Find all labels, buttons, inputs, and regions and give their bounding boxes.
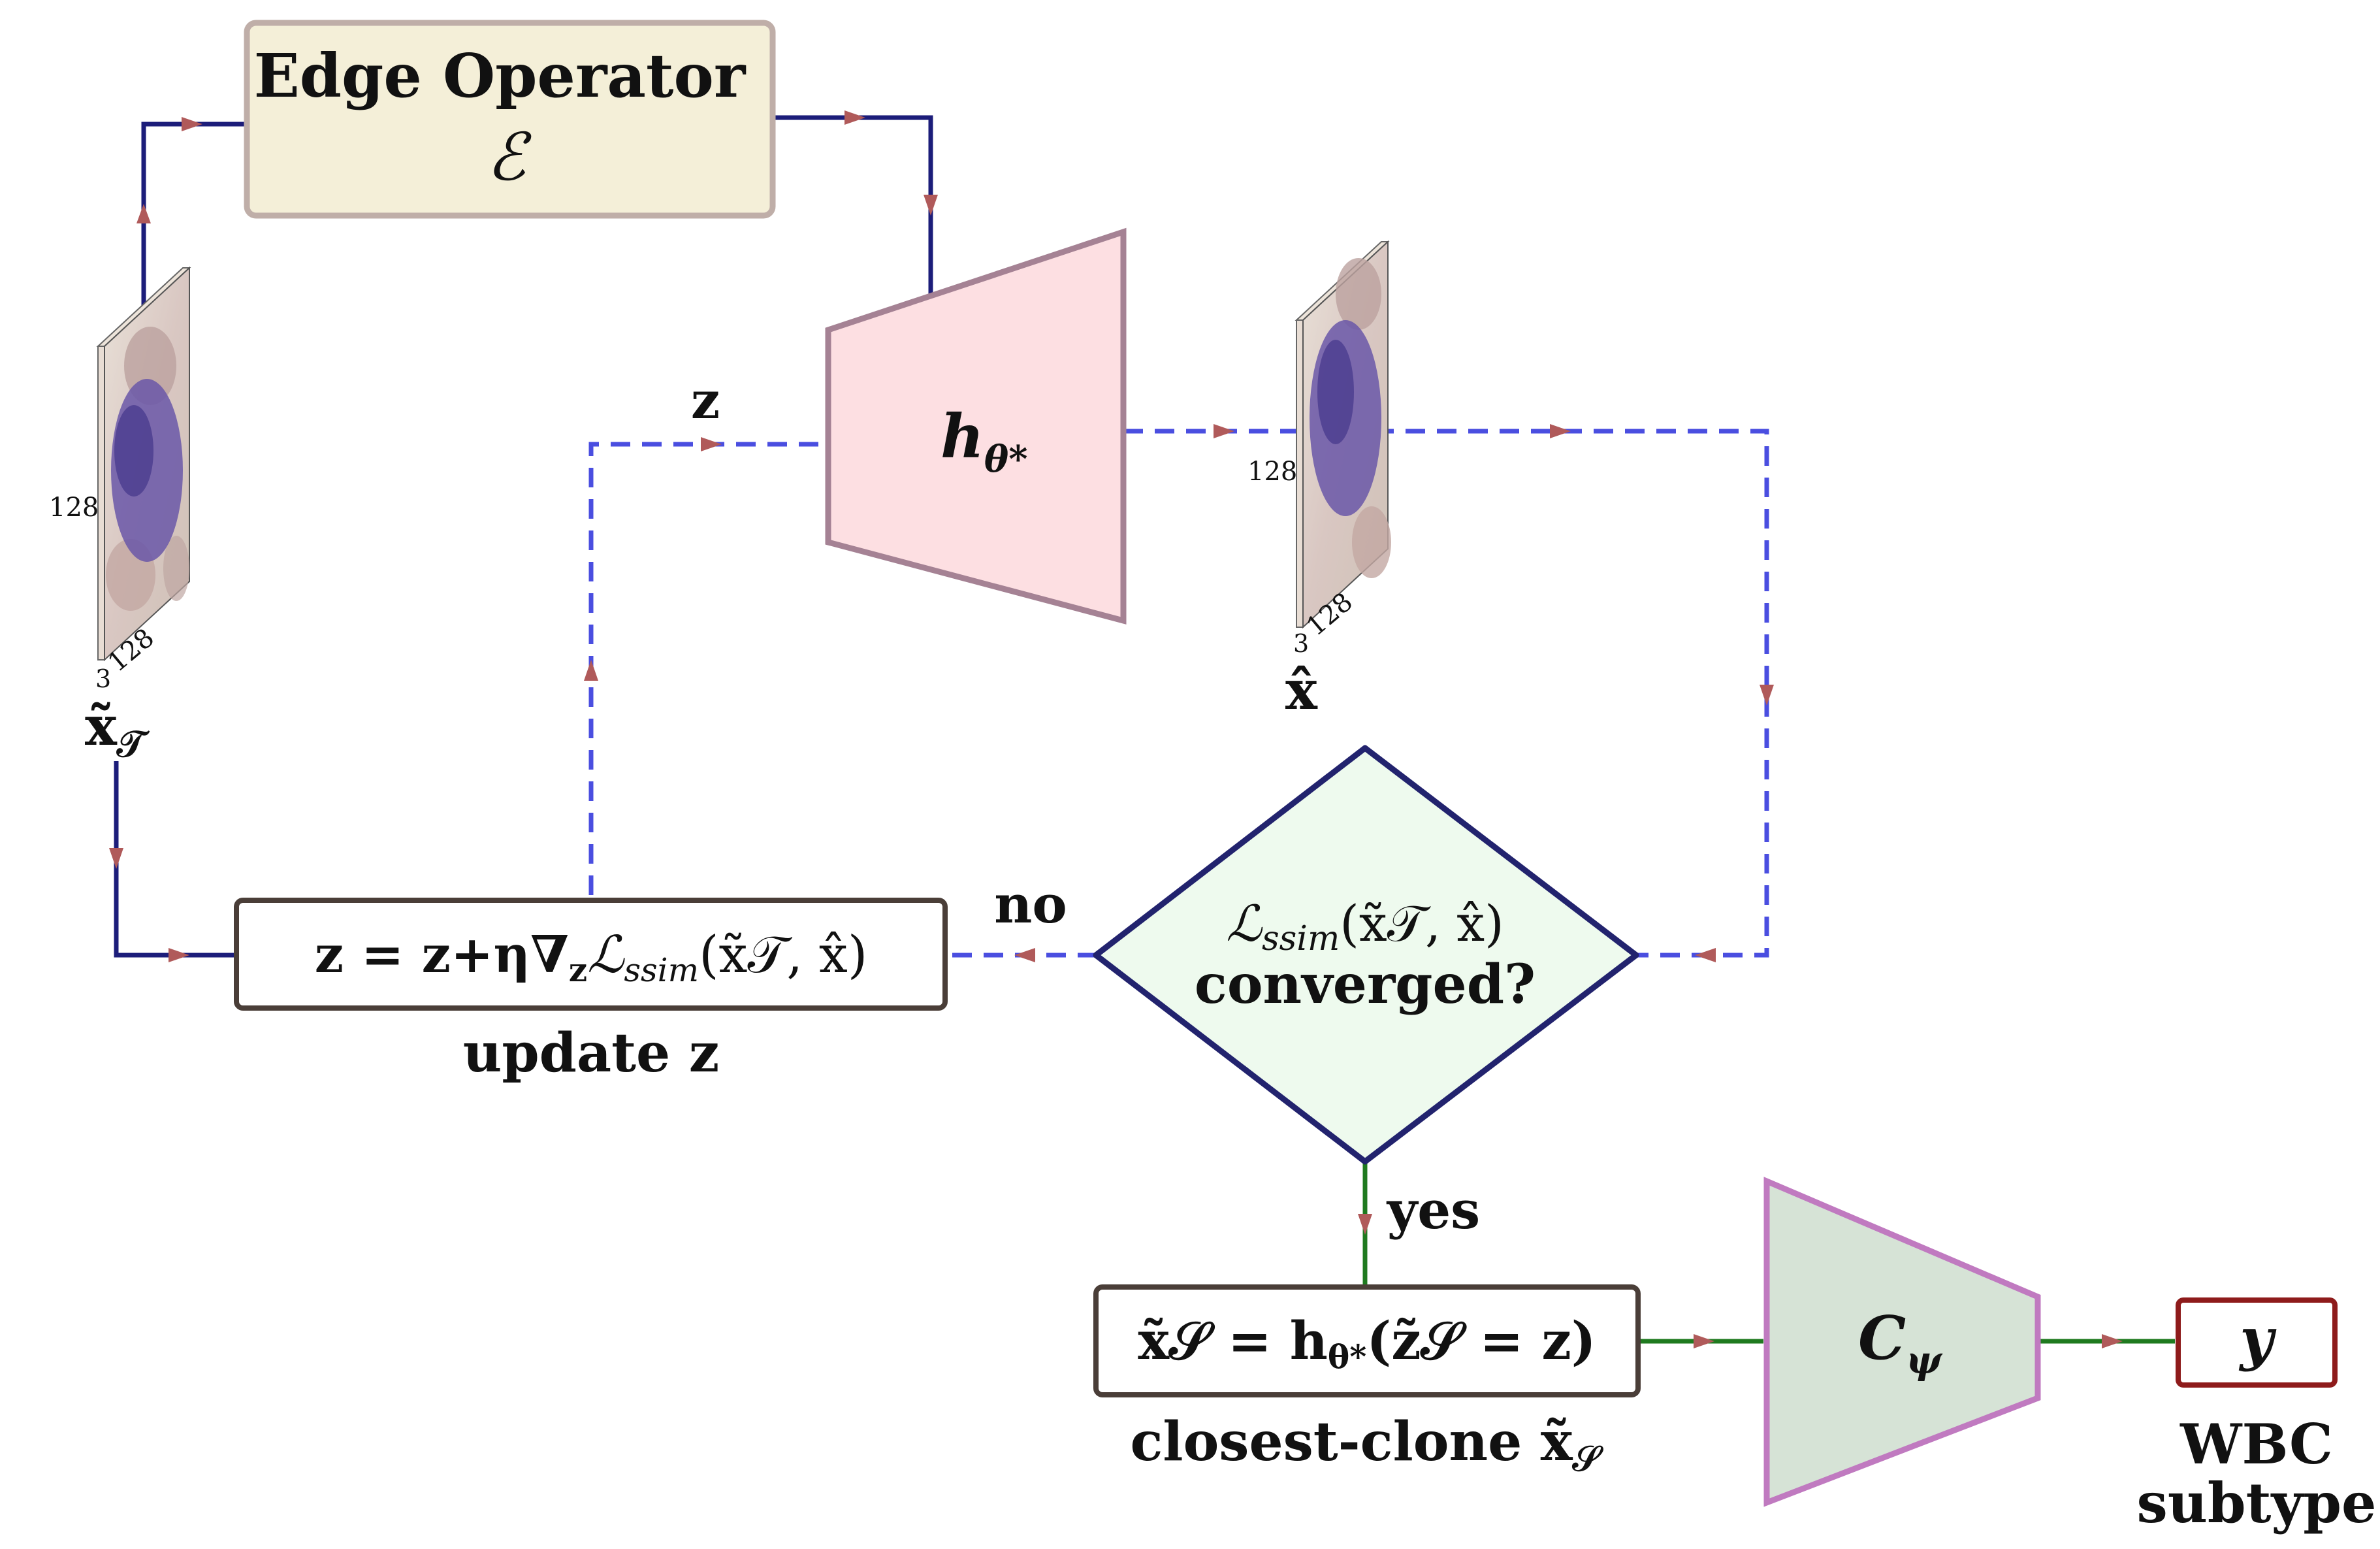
decision-diamond xyxy=(1093,745,1639,1165)
convergence-check: ℒssim(x̃𝒯, x̂) converged? xyxy=(1093,745,1639,1165)
arrowhead xyxy=(169,948,189,962)
prediction-caption-line1: WBC xyxy=(2179,1412,2333,1476)
generator-label: hθ* xyxy=(941,401,1028,481)
update-z-block: z = z+η∇zℒssim(x̃𝒯, x̂) update z xyxy=(234,898,948,1084)
classifier-label: Cψ xyxy=(1858,1303,1943,1382)
edge-input-to-operator xyxy=(141,122,245,307)
prediction-label: y xyxy=(2238,1305,2277,1373)
edge-update-to-generator xyxy=(588,442,828,895)
closest-clone-formula: x̃𝒮 = hθ*(z̃𝒮 = z) xyxy=(1138,1310,1596,1376)
arrowhead xyxy=(1550,424,1571,438)
arrowhead xyxy=(137,204,151,223)
arrowhead xyxy=(1695,948,1716,962)
prediction-caption-line2: subtype xyxy=(2137,1471,2377,1535)
decision-loss: ℒssim(x̃𝒯, x̂) xyxy=(1226,894,1504,958)
rbc-blob xyxy=(163,536,189,601)
edge-operator-symbol: ℰ xyxy=(487,119,532,195)
arrowhead xyxy=(701,437,722,451)
edge-operator-block: Edge Operator ℰ xyxy=(244,20,776,219)
closest-clone-caption: closest-clone x̃𝒮 xyxy=(1131,1410,1604,1479)
input-image-label: x̃𝒯 xyxy=(85,695,150,766)
latent-z-label: z xyxy=(691,371,720,431)
update-z-box xyxy=(234,898,948,1011)
input-dim-channels: 3 xyxy=(95,664,111,693)
input-dim-height: 128 xyxy=(49,493,99,523)
arrowhead xyxy=(924,195,938,216)
recon-slab-side xyxy=(1296,319,1304,628)
yes-label: yes xyxy=(1386,1179,1480,1241)
update-z-formula: z = z+η∇zℒssim(x̃𝒯, x̂) xyxy=(315,925,868,989)
arrowhead xyxy=(2102,1334,2123,1348)
input-image: 128 3 128 x̃𝒯 xyxy=(49,266,191,766)
recon-image-label: x̂ xyxy=(1285,659,1318,722)
generator-trapezoid xyxy=(825,227,1127,625)
rbc-blob xyxy=(1336,258,1381,330)
recon-dim-channels: 3 xyxy=(1293,629,1309,658)
generator-block: hθ* xyxy=(825,227,1127,625)
arrowhead xyxy=(109,848,123,869)
prediction-block: y WBC subtype xyxy=(2137,1297,2377,1535)
edge-operator-box xyxy=(244,20,776,219)
rbc-blob xyxy=(1352,506,1391,578)
prediction-box xyxy=(2176,1297,2338,1388)
wbc-nucleus xyxy=(114,405,153,497)
arrowhead xyxy=(1358,1214,1372,1235)
input-slab-side xyxy=(97,346,105,660)
reconstructed-image: 128 3 128 x̂ xyxy=(1247,240,1391,722)
closest-clone-block: x̃𝒮 = hθ*(z̃𝒮 = z) closest-clone x̃𝒮 xyxy=(1093,1284,1641,1479)
no-label: no xyxy=(994,873,1067,935)
update-z-caption: update z xyxy=(463,1022,720,1084)
edge-input-to-update xyxy=(114,761,235,958)
recon-dim-height: 128 xyxy=(1247,457,1297,487)
edge-operator-title: Edge Operator xyxy=(254,41,747,111)
classifier-trapezoid xyxy=(1763,1177,2041,1507)
arrowhead xyxy=(182,117,202,131)
edge-operator-to-generator xyxy=(774,115,933,294)
classifier-block: Cψ xyxy=(1763,1177,2041,1507)
decision-question: converged? xyxy=(1195,953,1536,1016)
arrowhead xyxy=(1760,685,1774,706)
arrowhead xyxy=(1014,948,1035,962)
closest-clone-box xyxy=(1093,1284,1641,1397)
arrowhead xyxy=(584,660,598,681)
arrowhead xyxy=(1214,424,1234,438)
arrowhead xyxy=(1694,1334,1714,1348)
arrowhead xyxy=(844,110,865,125)
wbc-nucleus xyxy=(1317,340,1354,444)
